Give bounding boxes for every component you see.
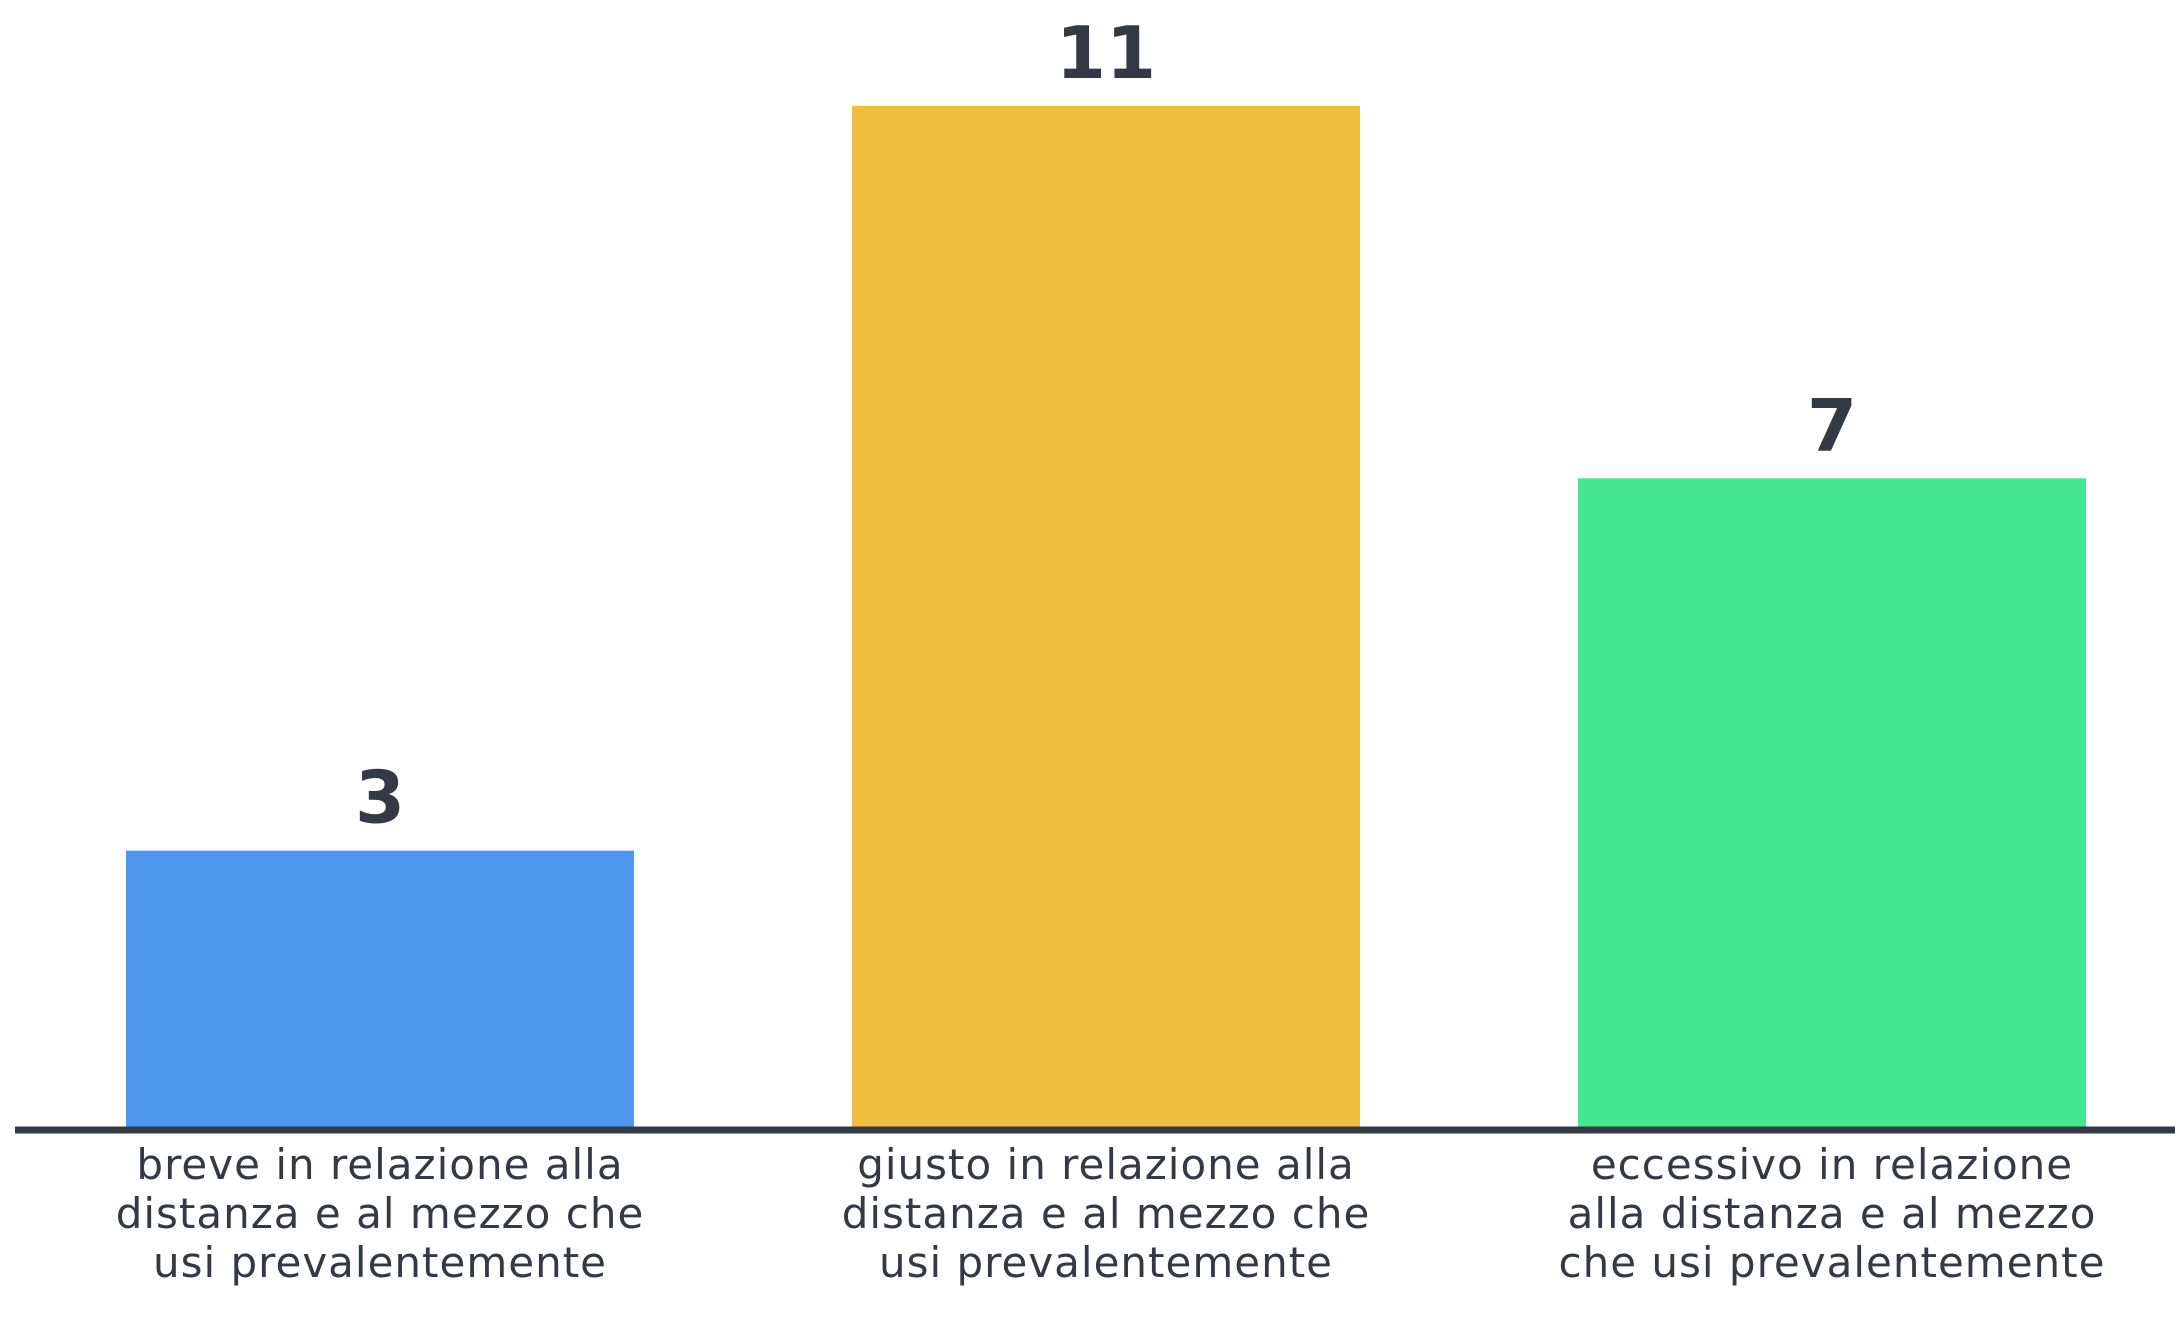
category-label-giusto: giusto in relazione alla distanza e al m…: [841, 1140, 1371, 1287]
bar-giusto: [852, 105, 1360, 1130]
bar-breve: [126, 850, 634, 1130]
bar-eccessivo: [1578, 478, 2086, 1130]
category-label-breve: breve in relazione alla distanza e al me…: [115, 1140, 645, 1287]
data-label-eccessivo: 7: [1807, 383, 1857, 467]
category-labels: breve in relazione alla distanza e al me…: [0, 1140, 2175, 1340]
data-label-giusto: 11: [1056, 11, 1156, 95]
data-label-breve: 3: [355, 756, 405, 840]
category-label-eccessivo: eccessivo in relazione alla distanza e a…: [1558, 1140, 2106, 1287]
